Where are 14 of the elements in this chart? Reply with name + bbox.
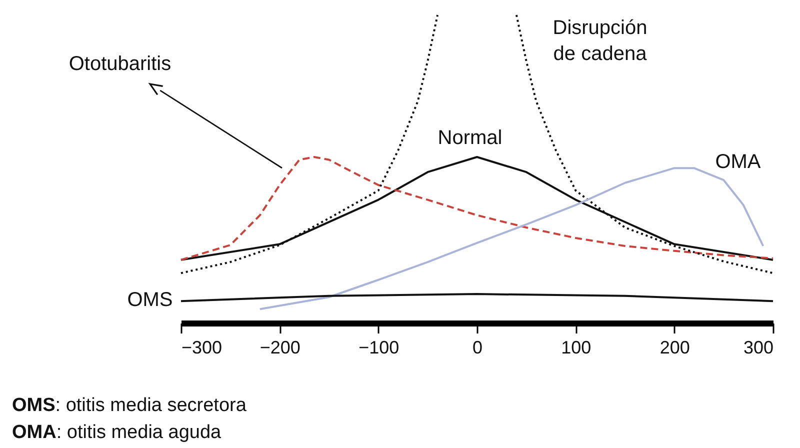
text: OMA: otitis media aguda [12,421,222,445]
series-label: Normal [438,127,502,149]
series-label: Disrupción de cadena [552,17,648,65]
x-tick-label: 0 [472,338,483,358]
text: OMS: otitis media secretora [12,394,246,418]
x-tick-label: −200 [260,338,300,358]
x-tick-label: −300 [182,338,222,358]
x-tick-label: 200 [660,338,690,358]
text: Ototubaritis [68,53,172,75]
x-tick-label: −100 [358,338,400,358]
series-label: OMS [127,289,173,311]
x-tick-label: 100 [561,338,592,358]
series-label: OMA [715,151,762,173]
x-tick-label: 300 [743,338,774,358]
